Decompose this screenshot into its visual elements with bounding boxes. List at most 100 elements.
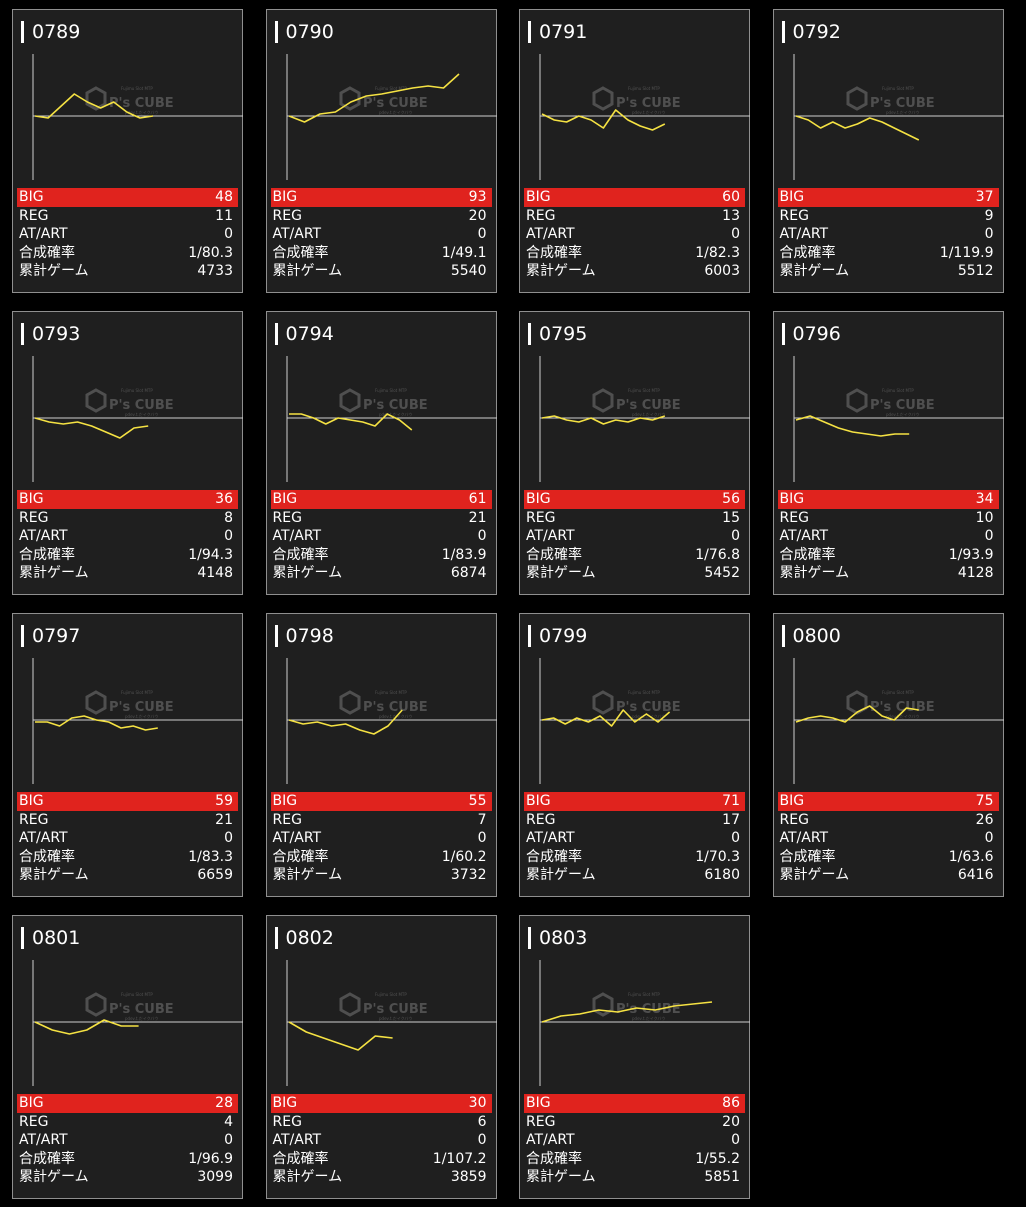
watermark-sub2: pdev.t.だイクバウ bbox=[632, 109, 665, 115]
big-value: 61 bbox=[468, 491, 487, 507]
machine-card[interactable]: 0795 P's CUBE Fujimu Slot MTP pdev.t.だイクバウ… bbox=[519, 311, 750, 595]
machine-card[interactable]: 0797 P's CUBE Fujimu Slot MTP pdev.t.だイクバウ… bbox=[12, 613, 243, 897]
slump-line bbox=[795, 415, 909, 437]
header-accent-bar bbox=[528, 21, 531, 43]
machine-card[interactable]: 0799 P's CUBE Fujimu Slot MTP pdev.t.だイクバウ… bbox=[519, 613, 750, 897]
atart-label: AT/ART bbox=[526, 226, 575, 243]
slump-graph: P's CUBE Fujimu Slot MTP pdev.t.だイクバウ bbox=[793, 658, 1004, 784]
stats-table: BIG 60 REG 13 AT/ART 0 合成確率 1/82.3 累計ゲーム 6003 bbox=[524, 188, 745, 281]
machine-header: 0800 bbox=[781, 624, 841, 648]
games-row: 累計ゲーム 6003 bbox=[524, 262, 745, 281]
big-value: 75 bbox=[975, 793, 994, 809]
big-value: 60 bbox=[722, 189, 740, 205]
atart-label: AT/ART bbox=[526, 528, 575, 545]
big-value: 48 bbox=[215, 189, 233, 205]
games-label: 累計ゲーム bbox=[526, 565, 596, 582]
watermark-brand: P's CUBE bbox=[109, 398, 174, 413]
prob-value: 1/107.2 bbox=[432, 1150, 487, 1167]
watermark-brand: P's CUBE bbox=[616, 96, 681, 111]
machine-number: 0790 bbox=[285, 21, 334, 43]
reg-label: REG bbox=[526, 509, 556, 526]
reg-row: REG 10 bbox=[778, 509, 999, 528]
reg-label: REG bbox=[19, 207, 49, 224]
reg-row: REG 21 bbox=[271, 509, 492, 528]
atart-row: AT/ART 0 bbox=[524, 527, 745, 546]
machine-card[interactable]: 0801 P's CUBE Fujimu Slot MTP pdev.t.だイクバウ… bbox=[12, 915, 243, 1199]
reg-label: REG bbox=[19, 509, 49, 526]
big-label: BIG bbox=[19, 1095, 44, 1111]
prob-row: 合成確率 1/80.3 bbox=[17, 244, 238, 263]
machine-number: 0789 bbox=[32, 21, 81, 43]
games-label: 累計ゲーム bbox=[779, 565, 850, 582]
machine-card[interactable]: 0800 P's CUBE Fujimu Slot MTP pdev.t.だイクバウ… bbox=[772, 613, 1004, 897]
prob-value: 1/63.6 bbox=[948, 848, 994, 865]
cube-logo-icon bbox=[85, 992, 107, 1017]
games-label: 累計ゲーム bbox=[526, 867, 596, 884]
watermark: P's CUBE Fujimu Slot MTP pdev.t.だイクバウ bbox=[85, 86, 174, 115]
header-accent-bar bbox=[21, 21, 24, 43]
reg-label: REG bbox=[526, 811, 556, 828]
watermark-brand: P's CUBE bbox=[870, 96, 935, 111]
header-accent-bar bbox=[274, 927, 278, 949]
atart-value: 0 bbox=[984, 528, 994, 545]
machine-card[interactable]: 0791 P's CUBE Fujimu Slot MTP pdev.t.だイクバウ… bbox=[519, 9, 750, 293]
watermark-brand: P's CUBE bbox=[363, 1002, 428, 1017]
games-row: 累計ゲーム 5540 bbox=[271, 262, 492, 281]
prob-value: 1/76.8 bbox=[695, 546, 740, 563]
machine-card[interactable]: 0792 P's CUBE Fujimu Slot MTP pdev.t.だイクバウ… bbox=[772, 9, 1004, 293]
machine-number: 0797 bbox=[32, 625, 81, 647]
prob-value: 1/82.3 bbox=[695, 244, 740, 261]
games-row: 累計ゲーム 6416 bbox=[778, 866, 999, 885]
prob-row: 合成確率 1/83.3 bbox=[17, 848, 238, 867]
cube-logo-icon bbox=[339, 388, 360, 413]
big-row: BIG 93 bbox=[270, 188, 492, 207]
reg-value: 20 bbox=[722, 1113, 740, 1130]
atart-value: 0 bbox=[477, 1132, 487, 1149]
reg-value: 13 bbox=[722, 207, 740, 224]
slump-line bbox=[34, 93, 154, 119]
reg-value: 15 bbox=[722, 509, 740, 526]
watermark-brand: P's CUBE bbox=[616, 398, 681, 413]
machine-card[interactable]: 0803 P's CUBE Fujimu Slot MTP pdev.t.だイクバウ… bbox=[519, 915, 750, 1199]
games-value: 6180 bbox=[704, 867, 740, 884]
machine-card[interactable]: 0789 P's CUBE Fujimu Slot MTP pdev.t.だイクバウ… bbox=[12, 9, 243, 293]
prob-value: 1/83.9 bbox=[441, 546, 487, 563]
big-row: BIG 60 bbox=[524, 188, 745, 207]
watermark-brand: P's CUBE bbox=[363, 96, 428, 111]
games-row: 累計ゲーム 3099 bbox=[17, 1168, 238, 1187]
atart-label: AT/ART bbox=[779, 226, 829, 243]
watermark: P's CUBE Fujimu Slot MTP pdev.t.だイクバウ bbox=[592, 388, 681, 417]
machine-card[interactable]: 0794 P's CUBE Fujimu Slot MTP pdev.t.だイクバウ… bbox=[265, 311, 497, 595]
prob-row: 合成確率 1/76.8 bbox=[524, 546, 745, 565]
machine-card[interactable]: 0802 P's CUBE Fujimu Slot MTP pdev.t.だイクバウ… bbox=[265, 915, 497, 1199]
prob-label: 合成確率 bbox=[526, 848, 582, 865]
watermark-sub: Fujimu Slot MTP bbox=[628, 388, 660, 393]
reg-value: 20 bbox=[468, 207, 487, 224]
watermark-sub2: pdev.t.だイクバウ bbox=[632, 1015, 665, 1021]
reg-label: REG bbox=[19, 1113, 49, 1130]
machine-card[interactable]: 0796 P's CUBE Fujimu Slot MTP pdev.t.だイクバウ… bbox=[772, 311, 1004, 595]
atart-row: AT/ART 0 bbox=[778, 225, 999, 244]
machine-card[interactable]: 0790 P's CUBE Fujimu Slot MTP pdev.t.だイクバウ… bbox=[265, 9, 497, 293]
reg-value: 8 bbox=[224, 509, 233, 526]
games-row: 累計ゲーム 4148 bbox=[17, 564, 238, 583]
machine-card[interactable]: 0793 P's CUBE Fujimu Slot MTP pdev.t.だイクバウ… bbox=[12, 311, 243, 595]
games-row: 累計ゲーム 3732 bbox=[271, 866, 492, 885]
slump-line bbox=[288, 413, 412, 431]
games-value: 6659 bbox=[197, 867, 233, 884]
big-row: BIG 36 bbox=[17, 490, 238, 509]
reg-value: 10 bbox=[975, 509, 994, 526]
machine-card[interactable]: 0798 P's CUBE Fujimu Slot MTP pdev.t.だイクバウ… bbox=[265, 613, 497, 897]
atart-label: AT/ART bbox=[19, 830, 68, 847]
watermark-sub: Fujimu Slot MTP bbox=[882, 690, 914, 695]
prob-label: 合成確率 bbox=[526, 244, 582, 261]
reg-label: REG bbox=[526, 207, 556, 224]
big-label: BIG bbox=[526, 1095, 551, 1111]
prob-row: 合成確率 1/93.9 bbox=[778, 546, 999, 565]
prob-row: 合成確率 1/49.1 bbox=[271, 244, 492, 263]
games-value: 6416 bbox=[957, 867, 994, 884]
big-value: 71 bbox=[722, 793, 740, 809]
watermark-sub2: pdev.t.だイクバウ bbox=[886, 411, 919, 417]
reg-label: REG bbox=[272, 207, 302, 224]
cube-logo-icon bbox=[85, 86, 107, 111]
